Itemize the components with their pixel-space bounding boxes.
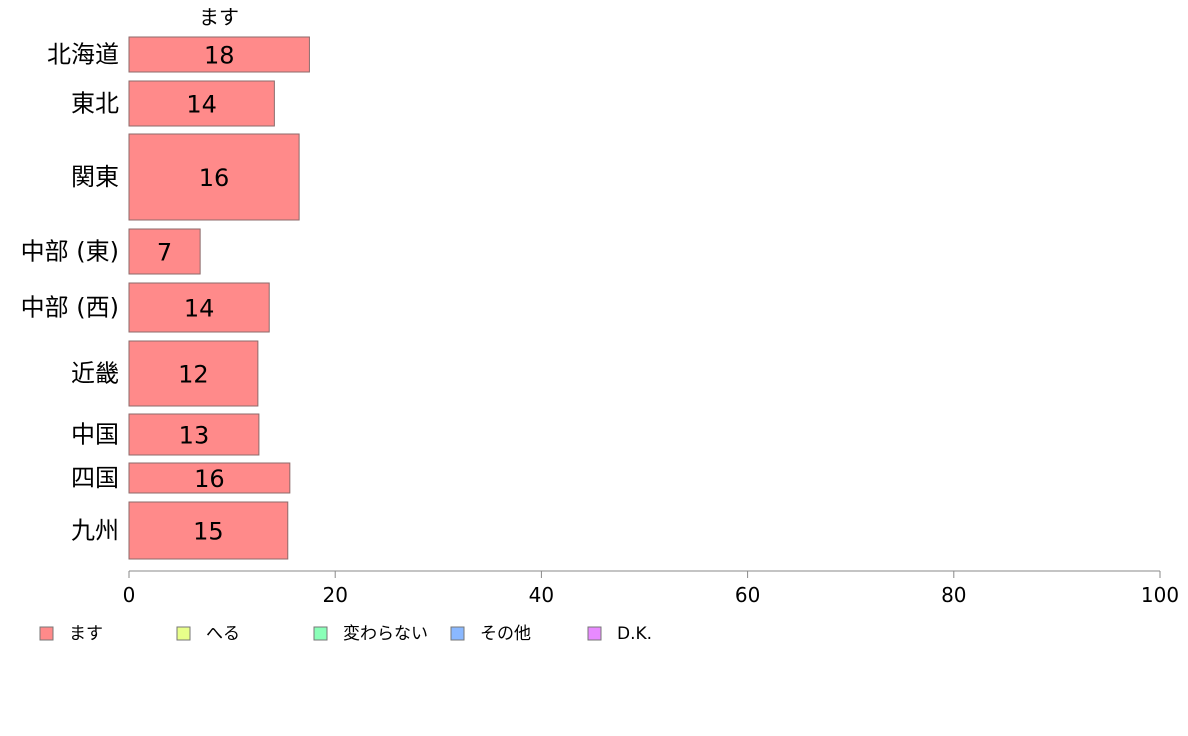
category-label: 中部 (東) <box>21 238 119 266</box>
legend-label: その他 <box>480 624 531 644</box>
legend-swatch <box>176 626 191 641</box>
category-label: 近畿 <box>71 360 119 388</box>
legend-label: D.K. <box>617 624 652 644</box>
legend-swatch <box>587 626 602 641</box>
bar <box>128 340 259 407</box>
category-label: 北海道 <box>47 41 119 69</box>
legend-swatch <box>313 626 328 641</box>
x-tick-label: 20 <box>322 583 347 607</box>
data-label: 15 <box>193 518 224 546</box>
bars-layer: 北海道 18 東北 14 関東 16 中部 (東) 7 中部 (西) 14 近畿 12 中国 13 四国 16… <box>21 36 310 560</box>
bar <box>128 413 260 456</box>
bar <box>128 228 201 275</box>
category-label: 九州 <box>71 517 119 545</box>
legend-label: へる <box>206 624 240 644</box>
data-label: 16 <box>194 465 225 493</box>
category-label: 中部 (西) <box>21 294 119 322</box>
series-title: ます <box>199 5 239 29</box>
bar <box>128 36 310 73</box>
legend-swatch <box>39 626 54 641</box>
data-label: 13 <box>179 422 210 450</box>
category-label: 中国 <box>71 421 119 449</box>
data-label: 7 <box>157 239 172 267</box>
bar <box>128 80 275 127</box>
data-label: 18 <box>204 42 235 70</box>
x-axis: 0 20 40 60 80 100 <box>123 570 1179 607</box>
category-label: 関東 <box>71 163 119 191</box>
legend-label: 変わらない <box>343 624 428 644</box>
legend: ます へる 変わらない その他 D.K. <box>39 624 652 644</box>
data-label: 16 <box>199 164 230 192</box>
x-tick-label: 100 <box>1141 583 1179 607</box>
category-label: 東北 <box>71 90 119 118</box>
data-label: 14 <box>184 295 215 323</box>
data-label: 14 <box>186 91 217 119</box>
x-tick-label: 40 <box>529 583 554 607</box>
x-tick-label: 80 <box>941 583 966 607</box>
category-label: 四国 <box>71 464 119 492</box>
legend-swatch <box>450 626 465 641</box>
bar <box>128 501 289 560</box>
x-tick-label: 0 <box>123 583 136 607</box>
legend-label: ます <box>69 624 103 644</box>
bar <box>128 282 270 333</box>
x-tick-label: 60 <box>735 583 760 607</box>
data-label: 12 <box>178 361 209 389</box>
bar <box>128 133 300 221</box>
bar <box>128 462 291 494</box>
